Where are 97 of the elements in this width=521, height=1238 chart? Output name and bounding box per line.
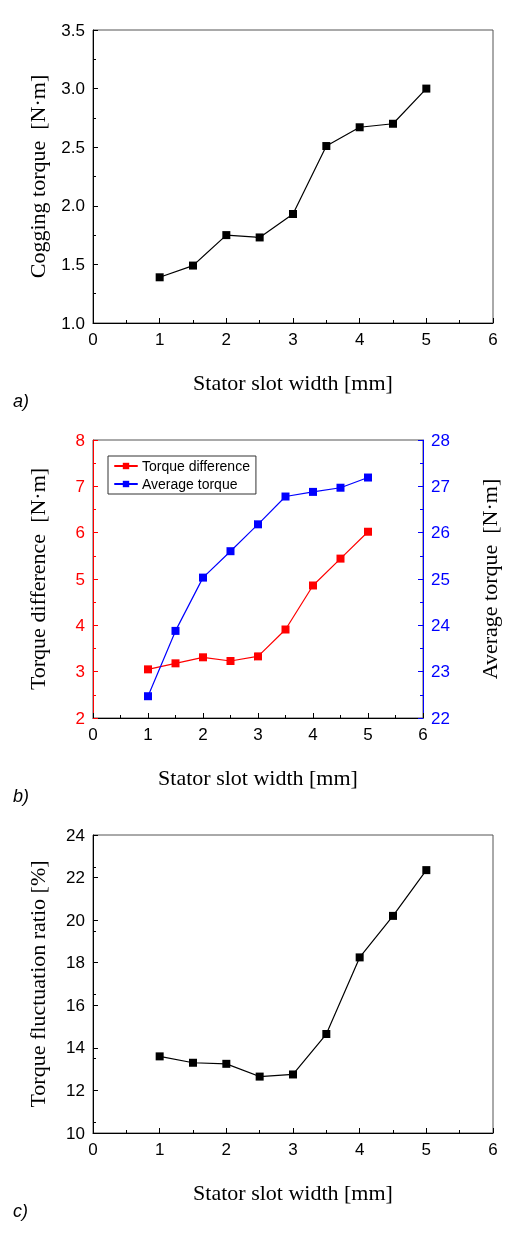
point: [355, 953, 364, 962]
x-tick-label: 2: [221, 1140, 232, 1159]
y2-tick-label: 25: [431, 569, 450, 589]
point: [355, 123, 364, 132]
point: [389, 119, 397, 128]
x-tick-label: 4: [354, 1140, 365, 1159]
y2-tick-label: 28: [431, 430, 450, 450]
y2-tick-label: 22: [431, 708, 450, 728]
x-tick-label: 3: [253, 725, 263, 744]
point: [226, 657, 235, 666]
x-tick-label: 2: [198, 725, 208, 744]
x-tick-label: 5: [421, 1140, 432, 1159]
x-axis-title: Stator slot width [mm]: [193, 1179, 393, 1205]
point: [171, 626, 180, 635]
y-tick-label: 3: [75, 662, 85, 682]
y-tick-label: 6: [75, 523, 85, 543]
point: [254, 520, 262, 529]
y2-axis-title: Average torque [N·m]: [476, 478, 502, 680]
y-tick-label: 7: [75, 476, 85, 496]
point: [422, 866, 431, 875]
y2-tick-label: 27: [431, 476, 450, 496]
y-tick-label: 18: [66, 953, 85, 973]
y-tick-label: 16: [66, 995, 85, 1015]
text: c): [13, 1201, 28, 1221]
x-tick-label: 4: [308, 725, 318, 744]
point: [281, 492, 290, 501]
point: [336, 483, 345, 492]
x-tick-label: 1: [154, 330, 165, 349]
point: [254, 652, 262, 661]
y-axis-title: Cogging torque [N·m]: [24, 74, 50, 279]
y-tick-label: 8: [75, 430, 85, 450]
y-tick-label: 14: [66, 1038, 85, 1058]
x-tick-label: 2: [221, 330, 232, 349]
y2-tick-label: 26: [431, 523, 450, 543]
y-tick-label: 22: [66, 868, 85, 888]
point: [155, 273, 164, 282]
point: [389, 911, 397, 920]
y-tick-label: 20: [66, 910, 85, 930]
x-tick-label: 6: [488, 1140, 498, 1159]
y-tick-label: 3.0: [61, 79, 85, 99]
point: [309, 487, 317, 496]
x-tick-label: 0: [88, 725, 98, 744]
point: [222, 231, 231, 240]
y-tick-label: 1.5: [61, 254, 85, 274]
point: [336, 554, 345, 563]
x-tick-label: 6: [488, 330, 498, 349]
y-tick-label: 2: [75, 708, 85, 728]
point: [255, 233, 264, 242]
x-axis-title: Stator slot width [mm]: [158, 764, 358, 790]
point: [281, 625, 290, 634]
point: [144, 665, 152, 674]
x-tick-label: 5: [363, 725, 373, 744]
y-tick-label: 4: [75, 615, 85, 635]
text: b): [13, 786, 30, 806]
point: [422, 84, 431, 93]
point: [289, 210, 297, 218]
point: [189, 1058, 197, 1067]
point: [171, 659, 180, 668]
y-tick-label: 3.5: [61, 20, 85, 40]
x-tick-label: 0: [88, 330, 98, 349]
legend-label: Torque difference: [142, 458, 251, 474]
y-axis-title: Torque fluctuation ratio [%]: [24, 860, 50, 1108]
point: [199, 653, 207, 662]
point: [199, 573, 207, 582]
y-tick-label: 1.0: [61, 313, 85, 333]
point: [255, 1072, 264, 1081]
point: [155, 1052, 164, 1061]
y-tick-label: 2.5: [61, 137, 85, 157]
x-tick-label: 4: [354, 330, 365, 349]
x-tick-label: 3: [288, 1140, 298, 1159]
x-tick-label: 5: [421, 330, 432, 349]
point: [226, 547, 235, 556]
x-tick-label: 6: [418, 725, 428, 744]
y2-tick-label: 24: [431, 615, 450, 635]
x-tick-label: 1: [143, 725, 153, 744]
point: [364, 473, 372, 482]
point: [144, 692, 152, 701]
point: [289, 1070, 297, 1079]
y-tick-label: 24: [66, 825, 85, 845]
x-tick-label: 0: [88, 1140, 98, 1159]
x-axis-title: Stator slot width [mm]: [193, 369, 393, 395]
point: [309, 581, 317, 590]
y-axis-title: Torque difference [N·m]: [24, 467, 50, 691]
y-tick-label: 2.0: [61, 196, 85, 216]
x-tick-label: 3: [288, 330, 298, 349]
y-tick-label: 10: [66, 1123, 85, 1143]
point: [322, 1030, 331, 1039]
y-tick-label: 5: [75, 569, 85, 589]
text: a): [13, 391, 30, 411]
point: [322, 142, 331, 151]
y2-tick-label: 23: [431, 662, 450, 682]
point: [364, 527, 372, 536]
point: [189, 261, 197, 270]
legend-label: Average torque: [142, 476, 238, 492]
x-tick-label: 1: [154, 1140, 165, 1159]
point: [222, 1059, 231, 1068]
y-tick-label: 12: [66, 1080, 85, 1100]
